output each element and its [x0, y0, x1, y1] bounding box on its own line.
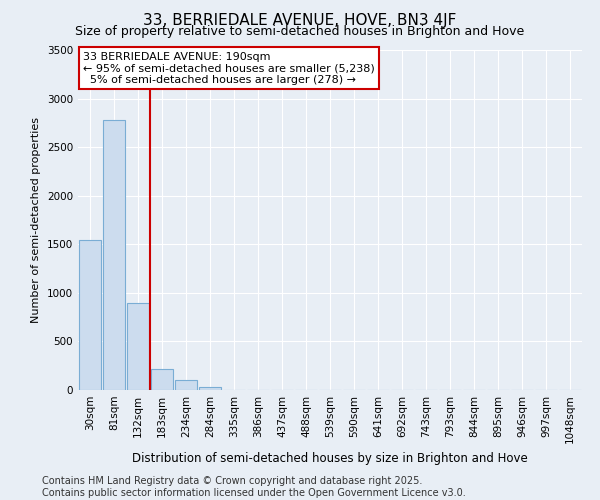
Text: Contains HM Land Registry data © Crown copyright and database right 2025.
Contai: Contains HM Land Registry data © Crown c… — [42, 476, 466, 498]
Bar — [127, 302, 149, 390]
Text: Size of property relative to semi-detached houses in Brighton and Hove: Size of property relative to semi-detach… — [76, 25, 524, 38]
Bar — [151, 368, 173, 390]
Bar — [175, 380, 197, 390]
Y-axis label: Number of semi-detached properties: Number of semi-detached properties — [31, 117, 41, 323]
Bar — [79, 240, 101, 390]
Text: 33, BERRIEDALE AVENUE, HOVE, BN3 4JF: 33, BERRIEDALE AVENUE, HOVE, BN3 4JF — [143, 12, 457, 28]
X-axis label: Distribution of semi-detached houses by size in Brighton and Hove: Distribution of semi-detached houses by … — [132, 452, 528, 465]
Text: 33 BERRIEDALE AVENUE: 190sqm
← 95% of semi-detached houses are smaller (5,238)
 : 33 BERRIEDALE AVENUE: 190sqm ← 95% of se… — [83, 52, 375, 85]
Bar — [199, 386, 221, 390]
Bar — [103, 120, 125, 390]
